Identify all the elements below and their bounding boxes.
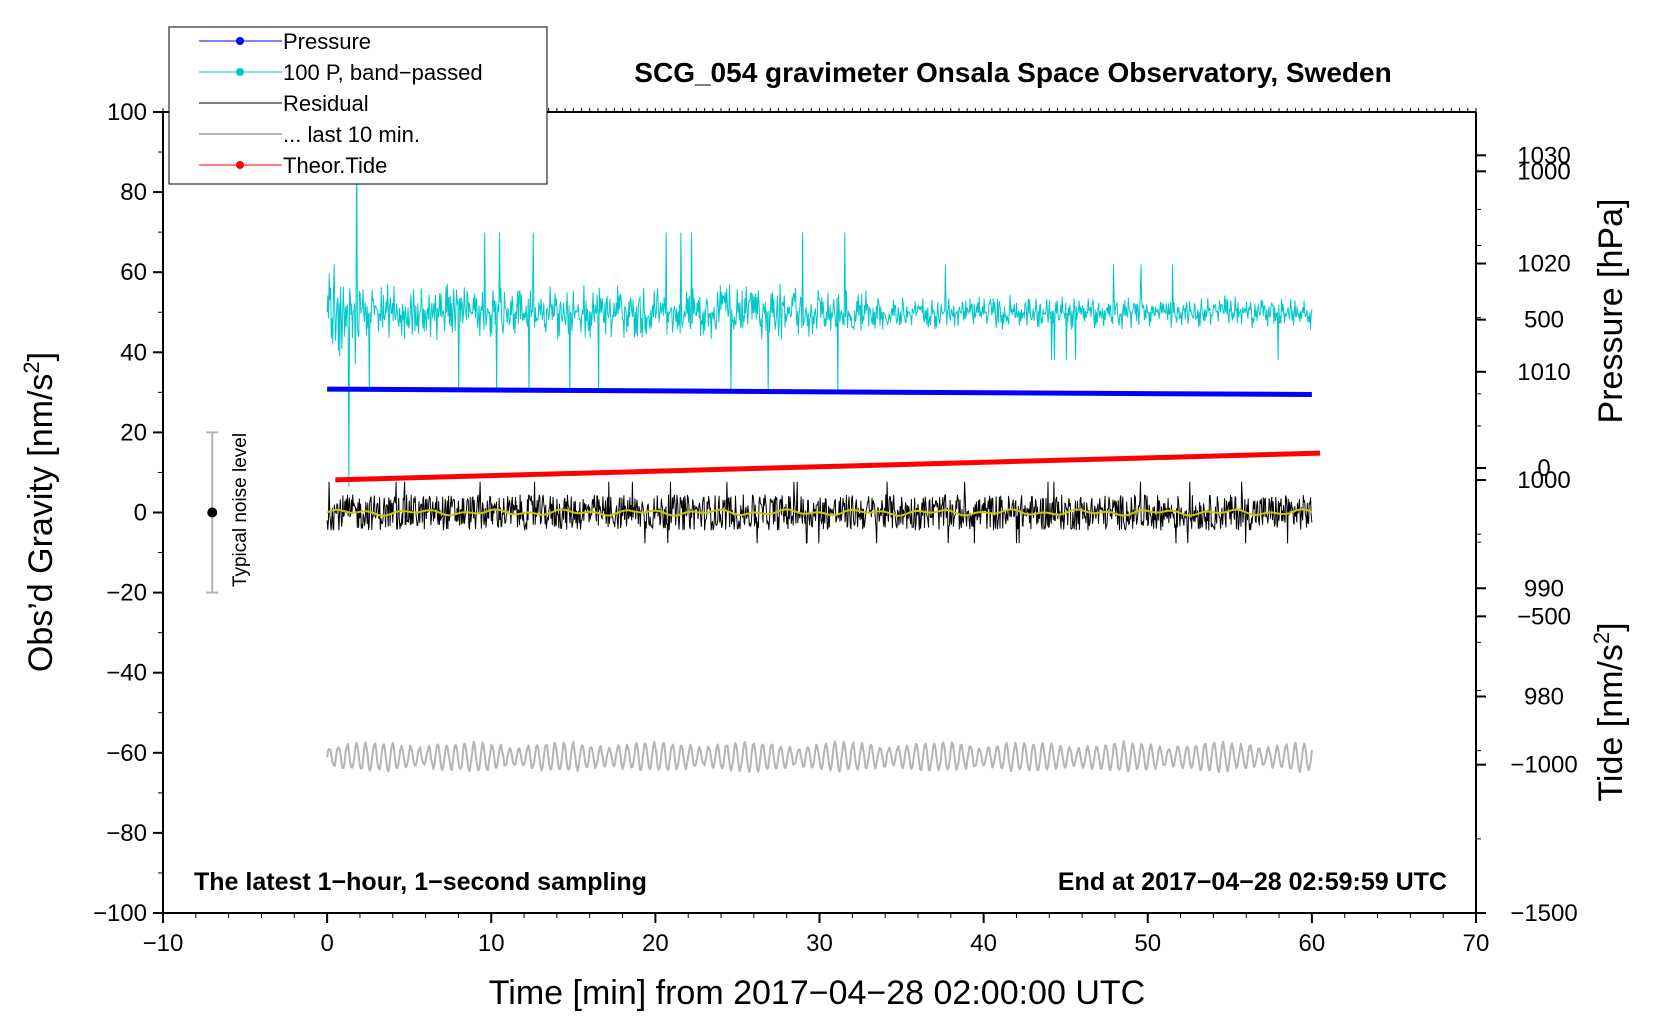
y-axis-title-main: Obs’d Gravity [nm/s <box>22 374 60 673</box>
tide-tick-label: −1500 <box>1510 900 1577 927</box>
tide-tick-label: 0 <box>1537 455 1550 482</box>
pressure-tick-label: 1030 <box>1517 142 1570 169</box>
tide-tick-label: −1000 <box>1510 752 1577 779</box>
legend-label: Theor.Tide <box>283 153 387 178</box>
annotation-sampling: The latest 1−hour, 1−second sampling <box>194 868 647 896</box>
annotation-end-time: End at 2017−04−28 02:59:59 UTC <box>1058 868 1447 896</box>
series-bandpassed-line <box>326 137 1313 488</box>
y-axis-title: Obs’d Gravity [nm/s2] <box>19 352 60 672</box>
pressure-tick-label: 1020 <box>1517 251 1570 278</box>
pressure-tick-label: 990 <box>1524 575 1564 602</box>
y-tick-label: 60 <box>120 259 147 286</box>
legend-label: Residual <box>283 91 369 116</box>
y-tick-label: 40 <box>120 339 147 366</box>
x-tick-label: 50 <box>1134 930 1161 957</box>
x-tick-label: 70 <box>1463 930 1490 957</box>
series-last10min-line <box>326 740 1313 773</box>
series-tide-line <box>335 450 1321 483</box>
x-tick-label: 20 <box>642 930 669 957</box>
legend-label: 100 P, band−passed <box>283 60 483 85</box>
legend-label: ... last 10 min. <box>283 122 420 147</box>
y-tick-label: −80 <box>106 820 147 847</box>
series-residual-line <box>326 481 1313 544</box>
pressure-tick-label: 1000 <box>1517 467 1570 494</box>
y-tick-label: 80 <box>120 179 147 206</box>
noise-center-dot <box>207 507 218 518</box>
y-tick-label: 0 <box>134 500 147 527</box>
legend-marker <box>236 161 244 169</box>
noise-level-label: Typical noise level <box>230 433 251 587</box>
x-tick-label: 30 <box>806 930 833 957</box>
y-tick-label: −20 <box>106 580 147 607</box>
x-tick-label: −10 <box>143 930 184 957</box>
legend: Pressure 100 P, band−passed Residual ... la… <box>168 26 548 185</box>
legend-label: Pressure <box>283 29 371 54</box>
x-tick-label: 0 <box>320 930 333 957</box>
tide-tick-label: 500 <box>1524 307 1564 334</box>
y-axis-title-end: ] <box>22 352 60 361</box>
tide-axis-title: Tide [nm/s2] <box>1589 622 1630 801</box>
tide-axis-title-sup: 2 <box>1589 632 1614 644</box>
legend-box <box>168 26 548 185</box>
y-tick-label: 100 <box>107 99 147 126</box>
series-pressure-line <box>327 386 1312 398</box>
series-layer <box>206 137 1321 773</box>
x-tick-label: 40 <box>970 930 997 957</box>
text-layer: SCG_054 gravimeter Onsala Space Observat… <box>19 57 1630 1012</box>
tide-tick-label: 1000 <box>1517 158 1570 185</box>
x-axis-title: Time [min] from 2017−04−28 02:00:00 UTC <box>489 974 1145 1012</box>
tide-axis-title-end: ] <box>1592 622 1630 631</box>
x-tick-label: 60 <box>1299 930 1326 957</box>
y-axis-title-sup: 2 <box>19 361 44 373</box>
tide-tick-label: −500 <box>1517 603 1571 630</box>
series-smoothed-line <box>326 508 1313 517</box>
chart-title: SCG_054 gravimeter Onsala Space Observat… <box>634 57 1391 88</box>
y-tick-label: −40 <box>106 660 147 687</box>
pressure-axis-title: Pressure [hPa] <box>1592 199 1630 424</box>
x-tick-label: 10 <box>478 930 505 957</box>
pressure-tick-label: 1010 <box>1517 359 1570 386</box>
pressure-tick-label: 980 <box>1524 684 1564 711</box>
y-tick-label: −60 <box>106 740 147 767</box>
y-tick-label: 20 <box>120 419 147 446</box>
y-tick-label: −100 <box>93 900 147 927</box>
legend-marker <box>236 68 244 76</box>
tide-axis-title-main: Tide [nm/s <box>1592 644 1630 801</box>
legend-marker <box>236 37 244 45</box>
